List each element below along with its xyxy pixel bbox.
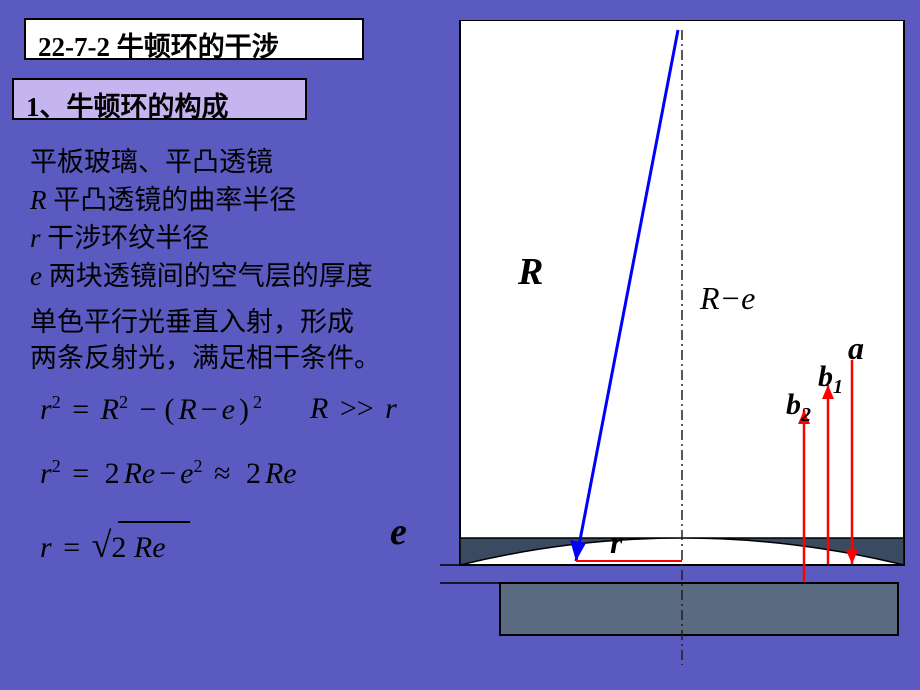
- eq1-lp: (: [160, 393, 178, 426]
- eq1-minus2: −: [197, 393, 222, 426]
- eq1-cond-r: r: [378, 392, 397, 425]
- label-r: r: [610, 524, 622, 561]
- label-R: R: [518, 250, 543, 294]
- eq3-eq: =: [59, 531, 84, 564]
- eq2-Reb: Re: [265, 457, 297, 490]
- section-header-box: 22-7-2 牛顿环的干涉: [24, 18, 364, 60]
- label-e: e: [390, 510, 407, 554]
- eq2-approx: ≈: [210, 457, 234, 490]
- eq2-2: 2: [101, 457, 124, 490]
- text-line-3-body: 干涉环纹半径: [41, 223, 210, 253]
- label-b2-sub: 2: [801, 404, 811, 426]
- eq2-2b: 2: [242, 457, 265, 490]
- equation-3: r = √2 Re: [40, 524, 166, 566]
- label-R-minus-e: R−e: [700, 280, 755, 317]
- eq3-r: r: [40, 531, 52, 564]
- sqrt-overbar: [118, 521, 190, 523]
- label-b2-b: b: [786, 388, 801, 421]
- subsection-header: 1、牛顿环的构成: [14, 80, 305, 129]
- text-line-4-body: 两块透镜间的空气层的厚度: [42, 261, 373, 291]
- text-line-6: 两条反射光，满足相干条件。: [30, 336, 381, 375]
- text-line-2-body: 平凸透镜的曲率半径: [47, 185, 297, 215]
- eq1-minus: −: [135, 393, 160, 426]
- eq2-sup1: 2: [52, 456, 61, 476]
- label-b1-b: b: [818, 360, 833, 393]
- text-line-5: 单色平行光垂直入射，形成: [30, 300, 354, 339]
- subsection-header-box: 1、牛顿环的构成: [12, 78, 307, 120]
- eq1-eq: =: [68, 393, 93, 426]
- eq1-r: r: [40, 393, 52, 426]
- label-b1: b1: [818, 360, 843, 399]
- eq1-e: e: [222, 393, 235, 426]
- eq2-eq: =: [68, 457, 93, 490]
- label-a: a: [848, 330, 864, 367]
- eq2-Re: Re: [124, 457, 156, 490]
- eq1-gg: >>: [336, 392, 378, 425]
- text-line-3: r 干涉环纹半径: [30, 216, 209, 255]
- eq1-sup1: 2: [52, 392, 61, 412]
- eq2-minus: −: [155, 457, 180, 490]
- eq2-r: r: [40, 457, 52, 490]
- symbol-e: e: [30, 261, 42, 291]
- newton-ring-diagram: R R−e a b1 b2 e r: [440, 20, 920, 670]
- eq1-rp: ): [235, 393, 253, 426]
- text-line-2: R 平凸透镜的曲率半径: [30, 178, 296, 217]
- section-header: 22-7-2 牛顿环的干涉: [26, 20, 362, 69]
- eq1-cond-R: R: [310, 392, 336, 425]
- symbol-R: R: [30, 185, 47, 215]
- text-line-4: e 两块透镜间的空气层的厚度: [30, 254, 373, 293]
- equation-1-condition: R >> r: [310, 392, 397, 426]
- glass-plate: [500, 583, 898, 635]
- eq3-2Re: 2 Re: [111, 531, 165, 564]
- text-line-1: 平板玻璃、平凸透镜: [30, 140, 273, 179]
- eq2-e: e: [180, 457, 193, 490]
- eq1-R: R: [101, 393, 119, 426]
- symbol-r: r: [30, 223, 41, 253]
- equation-2: r2 = 2Re−e2 ≈ 2Re: [40, 456, 297, 491]
- eq1-sup2: 2: [119, 392, 128, 412]
- label-b1-sub: 1: [833, 376, 843, 398]
- eq1-sup3: 2: [253, 392, 262, 412]
- equation-1: r2 = R2 −(R−e)2: [40, 392, 262, 427]
- label-b2: b2: [786, 388, 811, 427]
- eq1-R2: R: [178, 393, 196, 426]
- eq2-sup2: 2: [194, 456, 203, 476]
- sqrt-symbol: √: [92, 525, 112, 565]
